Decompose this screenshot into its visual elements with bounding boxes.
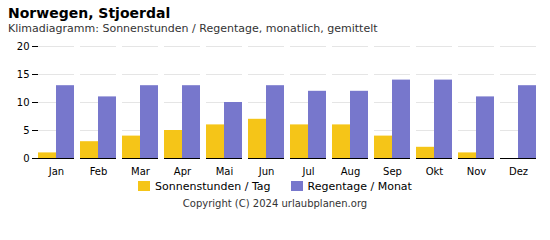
html-text:Sonnenstunden / Tag: Sonnenstunden / Tag (155, 180, 271, 193)
svg-text:0: 0 (23, 153, 29, 164)
svg-text:Okt: Okt (426, 166, 444, 177)
html-text:Klimadiagramm: Sonnenstunden /: Klimadiagramm: Sonnenstunden / Regentage… (8, 22, 378, 35)
svg-text:Jul: Jul (301, 166, 314, 177)
html-text:Norwegen, Stjoerdal: Norwegen, Stjoerdal (8, 5, 171, 21)
svg-text:Mar: Mar (131, 166, 151, 177)
svg-text:15: 15 (17, 69, 30, 80)
svg-text:Nov: Nov (467, 166, 487, 177)
svg-text:10: 10 (17, 97, 30, 108)
html-text:Regentage / Monat: Regentage / Monat (307, 180, 412, 193)
svg-text:Dez: Dez (509, 166, 528, 177)
svg-text:Aug: Aug (341, 166, 361, 177)
svg-text:5: 5 (23, 125, 29, 136)
svg-text:20: 20 (17, 41, 30, 52)
svg-text:Feb: Feb (90, 166, 108, 177)
html-text:Copyright (C) 2024 urlaubplane: Copyright (C) 2024 urlaubplanen.org (182, 198, 368, 209)
svg-text:Sep: Sep (383, 166, 402, 177)
svg-text:Jun: Jun (258, 166, 275, 177)
svg-text:Mai: Mai (216, 166, 234, 177)
svg-text:Apr: Apr (174, 166, 192, 177)
svg-text:Jan: Jan (48, 166, 64, 177)
